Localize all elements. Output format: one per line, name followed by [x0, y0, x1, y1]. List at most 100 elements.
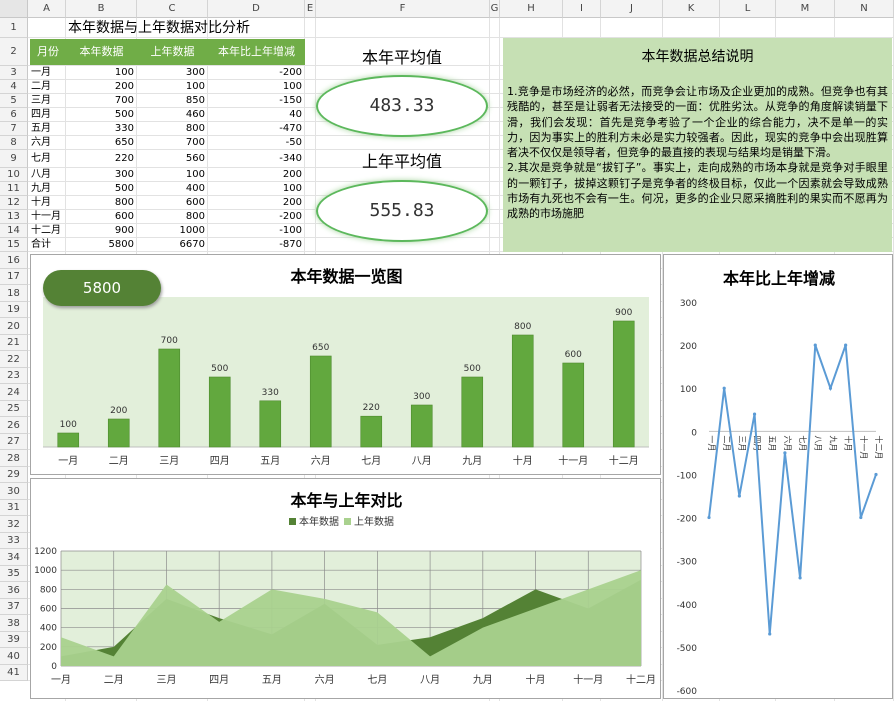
table-month-cell[interactable]: 七月 — [31, 153, 51, 164]
table-value-cell[interactable]: -870 — [279, 239, 302, 250]
row-header-7[interactable]: 7 — [0, 122, 28, 136]
row-header-31[interactable]: 31 — [0, 500, 28, 516]
table-value-cell[interactable]: 220 — [114, 153, 134, 164]
row-header-17[interactable]: 17 — [0, 269, 28, 285]
table-value-cell[interactable]: 100 — [185, 169, 205, 180]
table-value-cell[interactable]: 100 — [185, 81, 205, 92]
column-header-h[interactable]: H — [500, 0, 563, 18]
table-value-cell[interactable]: -50 — [285, 137, 302, 148]
row-header-8[interactable]: 8 — [0, 136, 28, 150]
column-header-c[interactable]: C — [137, 0, 208, 18]
row-header-2[interactable]: 2 — [0, 38, 28, 66]
table-value-cell[interactable]: 200 — [282, 169, 302, 180]
table-value-cell[interactable]: 400 — [185, 183, 205, 194]
row-header-14[interactable]: 14 — [0, 224, 28, 238]
table-value-cell[interactable]: -150 — [279, 95, 302, 106]
table-value-cell[interactable]: 330 — [114, 123, 134, 134]
table-value-cell[interactable]: 800 — [114, 197, 134, 208]
table-value-cell[interactable]: 800 — [185, 211, 205, 222]
table-month-cell[interactable]: 合计 — [31, 239, 51, 250]
row-header-40[interactable]: 40 — [0, 648, 28, 665]
table-month-cell[interactable]: 一月 — [31, 67, 51, 78]
table-value-cell[interactable]: 560 — [185, 153, 205, 164]
row-header-12[interactable]: 12 — [0, 196, 28, 210]
table-month-cell[interactable]: 十月 — [31, 197, 51, 208]
table-value-cell[interactable]: 700 — [185, 137, 205, 148]
row-header-32[interactable]: 32 — [0, 516, 28, 533]
row-header-19[interactable]: 19 — [0, 302, 28, 318]
row-header-20[interactable]: 20 — [0, 318, 28, 335]
row-header-41[interactable]: 41 — [0, 665, 28, 681]
row-header-18[interactable]: 18 — [0, 285, 28, 302]
table-value-cell[interactable]: 100 — [282, 81, 302, 92]
table-value-cell[interactable]: 200 — [114, 81, 134, 92]
column-header-m[interactable]: M — [776, 0, 835, 18]
row-header-5[interactable]: 5 — [0, 94, 28, 108]
line-chart-panel[interactable]: 本年比上年增减 300 200 100 0 -100 -200 -300 -400 -500 -6… — [663, 254, 893, 699]
table-value-cell[interactable]: 1000 — [179, 225, 205, 236]
row-header-37[interactable]: 37 — [0, 599, 28, 615]
table-month-cell[interactable]: 二月 — [31, 81, 51, 92]
row-header-28[interactable]: 28 — [0, 450, 28, 467]
row-header-4[interactable]: 4 — [0, 80, 28, 94]
table-value-cell[interactable]: 800 — [185, 123, 205, 134]
row-header-34[interactable]: 34 — [0, 549, 28, 566]
table-month-cell[interactable]: 八月 — [31, 169, 51, 180]
row-header-9[interactable]: 9 — [0, 150, 28, 168]
table-value-cell[interactable]: -200 — [279, 67, 302, 78]
column-header-f[interactable]: F — [316, 0, 490, 18]
row-header-23[interactable]: 23 — [0, 368, 28, 384]
row-header-26[interactable]: 26 — [0, 417, 28, 434]
row-header-15[interactable]: 15 — [0, 238, 28, 252]
column-header-n[interactable]: N — [835, 0, 894, 18]
table-value-cell[interactable]: 850 — [185, 95, 205, 106]
row-header-1[interactable]: 1 — [0, 18, 28, 38]
row-header-33[interactable]: 33 — [0, 533, 28, 549]
select-all-corner[interactable] — [0, 0, 28, 18]
row-header-3[interactable]: 3 — [0, 66, 28, 80]
bar-chart-panel[interactable]: 本年数据一览图 100 一月 200 二月 700 三月 500 四月 330 五月 650 六月 22… — [30, 254, 661, 475]
table-value-cell[interactable]: -100 — [279, 225, 302, 236]
column-header-d[interactable]: D — [208, 0, 305, 18]
table-value-cell[interactable]: -200 — [279, 211, 302, 222]
row-header-16[interactable]: 16 — [0, 252, 28, 269]
row-header-25[interactable]: 25 — [0, 401, 28, 417]
table-value-cell[interactable]: 300 — [185, 67, 205, 78]
table-value-cell[interactable]: 500 — [114, 183, 134, 194]
row-header-35[interactable]: 35 — [0, 566, 28, 582]
column-header-e[interactable]: E — [305, 0, 316, 18]
table-value-cell[interactable]: 900 — [114, 225, 134, 236]
row-header-22[interactable]: 22 — [0, 351, 28, 368]
table-value-cell[interactable]: 600 — [114, 211, 134, 222]
column-header-j[interactable]: J — [601, 0, 663, 18]
column-header-i[interactable]: I — [563, 0, 601, 18]
table-month-cell[interactable]: 三月 — [31, 95, 51, 106]
table-month-cell[interactable]: 九月 — [31, 183, 51, 194]
table-value-cell[interactable]: 700 — [114, 95, 134, 106]
row-header-36[interactable]: 36 — [0, 582, 28, 599]
row-header-30[interactable]: 30 — [0, 483, 28, 500]
column-header-g[interactable]: G — [490, 0, 500, 18]
table-month-cell[interactable]: 五月 — [31, 123, 51, 134]
row-header-13[interactable]: 13 — [0, 210, 28, 224]
table-month-cell[interactable]: 十二月 — [31, 225, 61, 236]
table-month-cell[interactable]: 十一月 — [31, 211, 61, 222]
column-header-k[interactable]: K — [663, 0, 720, 18]
table-value-cell[interactable]: 460 — [185, 109, 205, 120]
table-value-cell[interactable]: 600 — [185, 197, 205, 208]
table-value-cell[interactable]: 500 — [114, 109, 134, 120]
row-header-10[interactable]: 10 — [0, 168, 28, 182]
area-chart-panel[interactable]: 本年与上年对比 0 200 400 600 800 1000 1200 一月 二月 三月 四月 五月 六… — [30, 478, 661, 699]
table-value-cell[interactable]: 100 — [282, 183, 302, 194]
row-header-24[interactable]: 24 — [0, 384, 28, 401]
table-value-cell[interactable]: 200 — [282, 197, 302, 208]
column-header-a[interactable]: A — [28, 0, 66, 18]
row-header-27[interactable]: 27 — [0, 434, 28, 450]
table-value-cell[interactable]: 300 — [114, 169, 134, 180]
table-value-cell[interactable]: 100 — [114, 67, 134, 78]
table-value-cell[interactable]: 6670 — [179, 239, 205, 250]
table-month-cell[interactable]: 六月 — [31, 137, 51, 148]
row-header-38[interactable]: 38 — [0, 615, 28, 632]
table-value-cell[interactable]: 5800 — [108, 239, 134, 250]
column-header-l[interactable]: L — [720, 0, 776, 18]
